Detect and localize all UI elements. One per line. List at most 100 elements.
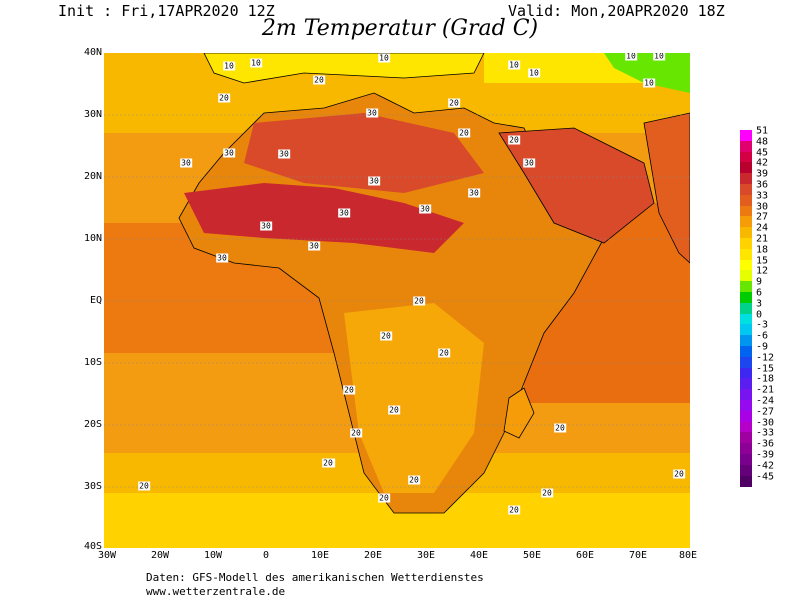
colorbar-swatch (740, 356, 752, 368)
colorbar-swatch (740, 389, 752, 401)
contour-label: 30 (366, 108, 378, 118)
lon-label: 10E (310, 550, 330, 561)
colorbar-level-label: -18 (756, 373, 775, 385)
lat-label: 40N (83, 47, 102, 58)
contour-label: 20 (322, 458, 334, 468)
colorbar-swatch (740, 151, 752, 163)
contour-label: 30 (180, 158, 192, 168)
lon-label: 70E (628, 550, 648, 561)
colorbar-level-label: 15 (756, 255, 769, 267)
lon-label: 50E (522, 550, 542, 561)
colorbar-swatch (740, 248, 752, 260)
contour-label: 10 (223, 61, 235, 71)
colorbar-swatch (740, 140, 752, 152)
colorbar-swatch (740, 400, 752, 411)
contour-label: 30 (308, 241, 320, 251)
colorbar-level-label: -45 (756, 471, 775, 483)
colorbar-swatch (740, 454, 752, 465)
colorbar-swatch (740, 194, 752, 206)
lat-label: 10S (83, 357, 102, 368)
colorbar-swatch (740, 464, 752, 476)
contour-label: 20 (541, 488, 553, 498)
contour-label: 20 (554, 423, 566, 433)
colorbar-swatch (740, 324, 752, 336)
colorbar-level-label: 9 (756, 276, 763, 288)
colorbar-swatch (740, 367, 752, 379)
colorbar-level-label: -36 (756, 438, 775, 450)
colorbar-swatch (740, 302, 752, 314)
colorbar-swatch (740, 238, 752, 249)
contour-label: 30 (523, 158, 535, 168)
contour-label: 20 (388, 405, 400, 415)
map-title: 2m Temperatur (Grad C) (261, 16, 539, 41)
lon-label: 20E (363, 550, 383, 561)
colorbar-level-label: 33 (756, 190, 769, 202)
colorbar-swatch (740, 335, 752, 347)
lon-label: 40E (469, 550, 489, 561)
sahara-zone (244, 113, 484, 193)
colorbar-swatch (740, 205, 752, 217)
colorbar-swatch (740, 346, 752, 357)
lon-label: 20W (150, 550, 170, 561)
colorbar-level-label: 45 (756, 147, 769, 159)
contour-label: 20 (438, 348, 450, 358)
contour-label: 10 (653, 53, 665, 61)
lat-label: 40S (83, 541, 102, 552)
contour-label: 30 (278, 149, 290, 159)
contour-label: 20 (378, 493, 390, 503)
colorbar-swatch (740, 162, 752, 174)
colorbar-swatch (740, 281, 752, 293)
central-asia-cold (604, 53, 690, 93)
lon-label: 80E (678, 550, 698, 561)
colorbar-level-label: -27 (756, 406, 775, 418)
contour-label: 30 (260, 221, 272, 231)
footer-source: Daten: GFS-Modell des amerikanischen Wet… (146, 571, 484, 584)
contour-label: 10 (508, 60, 520, 70)
colorbar-swatch (740, 313, 752, 325)
contour-label: 20 (673, 469, 685, 479)
valid-time: Valid: Mon,20APR2020 18Z (508, 2, 725, 20)
lat-label: 20N (83, 171, 102, 182)
colorbar-swatch (740, 443, 752, 455)
contour-label: 30 (468, 188, 480, 198)
colorbar-swatch (740, 432, 752, 444)
contour-label: 10 (643, 78, 655, 88)
contour-label: 20 (138, 481, 150, 491)
colorbar-swatch (740, 173, 752, 185)
lat-label: EQ (89, 295, 102, 306)
contour-label: 10 (378, 53, 390, 63)
lon-label: 30E (416, 550, 436, 561)
colorbar-swatch (740, 421, 752, 433)
lon-label: 60E (575, 550, 595, 561)
contour-label: 10 (250, 58, 262, 68)
india-land (643, 112, 690, 264)
colorbar-level-label: -6 (756, 330, 769, 342)
footer-url: www.wetterzentrale.de (146, 585, 286, 598)
lon-label: 30W (97, 550, 117, 561)
init-time: Init : Fri,17APR2020 12Z (58, 2, 275, 20)
lat-label: 30S (83, 481, 102, 492)
colorbar-level-label: 3 (756, 298, 763, 310)
colorbar-level-label: -42 (756, 460, 775, 472)
colorbar-level-label: -15 (756, 363, 775, 375)
colorbar-level-label: -9 (756, 341, 769, 353)
graticule (104, 114, 690, 488)
colorbar-level-label: 30 (756, 201, 769, 213)
contour-label: 20 (313, 75, 325, 85)
contour-label: 20 (448, 98, 460, 108)
contour-label: 10 (528, 68, 540, 78)
lat-label: 10N (83, 233, 102, 244)
contour-label: 30 (338, 208, 350, 218)
contour-label: 30 (216, 253, 228, 263)
contour-label: 30 (223, 148, 235, 158)
colorbar-level-label: 6 (756, 287, 763, 299)
sahel-hot-zone (184, 183, 464, 253)
colorbar-level-label: -3 (756, 319, 769, 331)
colorbar-level-label: -30 (756, 417, 775, 429)
colorbar-level-label: 18 (756, 244, 769, 256)
colorbar-level-label: 51 (756, 125, 769, 137)
colorbar-level-label: 42 (756, 157, 769, 169)
lat-label: 20S (83, 419, 102, 430)
contour-label: 20 (458, 128, 470, 138)
temperature-map: 10 10 10 20 20 20 30 30 30 30 30 30 30 3… (104, 53, 690, 548)
